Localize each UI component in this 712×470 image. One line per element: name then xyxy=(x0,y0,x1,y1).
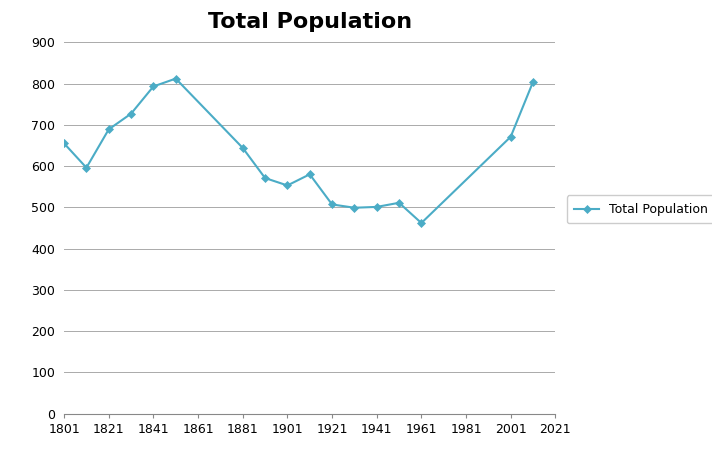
Total Population xyxy=(350,205,359,211)
Line: Total Population: Total Population xyxy=(61,76,536,226)
Total Population xyxy=(261,175,269,181)
Total Population xyxy=(394,200,403,205)
Total Population xyxy=(82,165,90,171)
Total Population xyxy=(172,76,180,81)
Total Population xyxy=(105,126,113,132)
Total Population xyxy=(372,204,381,210)
Total Population xyxy=(239,145,247,151)
Total Population xyxy=(60,141,68,146)
Title: Total Population: Total Population xyxy=(208,12,412,32)
Legend: Total Population: Total Population xyxy=(567,196,712,223)
Total Population xyxy=(328,202,336,207)
Total Population xyxy=(305,172,314,177)
Total Population xyxy=(283,183,292,188)
Total Population xyxy=(506,134,515,140)
Total Population xyxy=(417,220,426,226)
Total Population xyxy=(127,111,135,117)
Total Population xyxy=(529,79,538,85)
Total Population xyxy=(149,84,157,89)
